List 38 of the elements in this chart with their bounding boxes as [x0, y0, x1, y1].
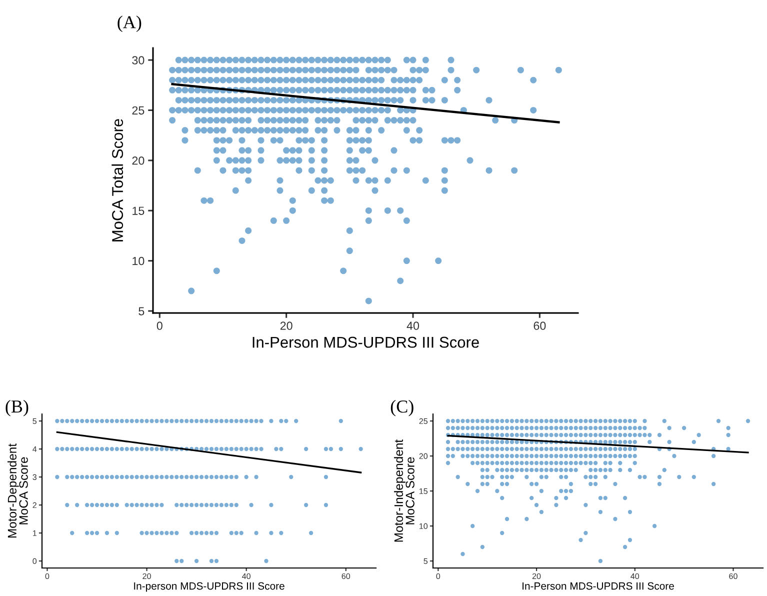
x-tick-label: 40: [630, 573, 640, 580]
y-tick-label: 10: [132, 256, 144, 266]
x-tick-label: 60: [342, 573, 350, 580]
x-tick-label: 20: [142, 573, 151, 580]
x-tick-label: 0: [436, 573, 440, 580]
x-tick-label: 40: [242, 573, 250, 580]
y-tick-label: 20: [132, 156, 144, 165]
y-tick-label: 20: [419, 453, 428, 459]
y-tick-label: 5: [32, 418, 37, 424]
chart-title: (B): [6, 400, 28, 416]
y-axis-title: Motor-Independent MoCA Score: [394, 439, 414, 542]
x-tick-label: 20: [280, 322, 292, 330]
y-tick-label: 25: [132, 106, 144, 115]
x-tick-label: 0: [156, 322, 162, 330]
x-axis-title: In-Person MDS-UPDRS III Score: [522, 582, 674, 590]
y-tick-label: 0: [32, 558, 37, 564]
x-tick-label: 0: [45, 573, 50, 580]
x-axis-title: In-person MDS-UPDRS III Score: [134, 582, 284, 592]
y-tick-label: 1: [32, 530, 36, 536]
y-tick-label: 2: [32, 502, 36, 508]
y-tick-label: 25: [419, 418, 428, 424]
y-tick-label: 3: [32, 474, 37, 480]
y-tick-label: 15: [132, 206, 144, 215]
chart-title: (A): [118, 16, 142, 32]
y-axis-title: Motor-Dependent MoCA Score: [8, 444, 28, 538]
x-tick-label: 60: [534, 322, 546, 330]
y-tick-label: 5: [138, 307, 144, 316]
x-tick-label: 20: [532, 573, 541, 580]
y-tick-label: 15: [420, 488, 428, 494]
chart-title: (C): [390, 400, 414, 416]
x-tick-label: 40: [406, 322, 420, 330]
x-tick-label: 60: [729, 573, 738, 580]
x-axis-title: In-Person MDS-UPDRS III Score: [252, 336, 479, 348]
y-axis-title: MoCA Total Score: [112, 119, 124, 242]
y-tick-label: 5: [424, 558, 428, 564]
y-tick-label: 4: [32, 446, 37, 452]
y-tick-label: 10: [420, 523, 428, 529]
y-tick-label: 30: [132, 56, 144, 64]
